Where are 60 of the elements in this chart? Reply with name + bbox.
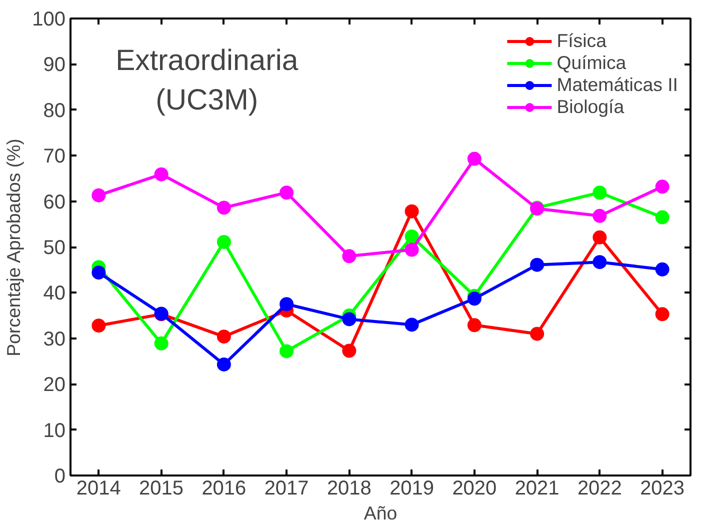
- point: [655, 180, 670, 194]
- point: [280, 297, 294, 312]
- point: [92, 188, 106, 202]
- y-tick-label: 40: [43, 282, 66, 305]
- point: [530, 326, 544, 341]
- point: [404, 318, 419, 332]
- legend-label: Química: [556, 52, 626, 74]
- point: [342, 344, 356, 358]
- point: [216, 234, 231, 249]
- point: [467, 152, 482, 166]
- point: [280, 186, 294, 200]
- point: [592, 230, 607, 244]
- point: [404, 242, 419, 257]
- point: [216, 330, 231, 344]
- point: [342, 312, 356, 326]
- y-tick-label: 80: [43, 100, 66, 122]
- point: [592, 186, 607, 200]
- x-tick-label: 2016: [202, 478, 246, 500]
- point: [592, 255, 607, 270]
- point: [154, 336, 168, 350]
- point: [92, 318, 106, 333]
- x-tick-label: 2020: [452, 478, 497, 500]
- y-tick-label: 90: [43, 54, 66, 76]
- x-tick-label: 2021: [514, 478, 560, 500]
- y-tick-label: 10: [43, 420, 66, 442]
- legend-label: Física: [556, 30, 606, 52]
- point: [592, 208, 607, 223]
- point: [655, 210, 670, 224]
- point: [404, 230, 419, 244]
- x-axis-title: Año: [364, 502, 398, 524]
- x-tick-label: 2022: [577, 478, 622, 500]
- point: [154, 167, 168, 182]
- point: [530, 258, 544, 272]
- point: [655, 262, 670, 276]
- point: [655, 307, 670, 322]
- x-tick-label: 2017: [264, 478, 309, 500]
- y-tick-label: 100: [32, 8, 66, 30]
- x-tick-label: 2019: [390, 478, 434, 500]
- point: [467, 318, 482, 332]
- y-axis-title: Porcentaje Aprobados (%): [3, 138, 24, 356]
- x-tick-label: 2015: [139, 478, 184, 500]
- y-tick-label: 30: [43, 328, 66, 350]
- point: [342, 249, 356, 264]
- x-tick-label: 2014: [76, 478, 121, 500]
- point: [404, 204, 419, 218]
- y-tick-label: 60: [43, 191, 66, 214]
- y-tick-label: 20: [43, 374, 66, 396]
- text: Extraordinaria (UC3M): [116, 44, 299, 116]
- legend-label: Matemáticas II: [556, 74, 678, 96]
- x-tick-label: 2023: [640, 478, 685, 500]
- point: [467, 292, 482, 306]
- point: [92, 266, 106, 280]
- legend-label: Biología: [556, 96, 624, 118]
- y-tick-label: 70: [43, 146, 66, 168]
- x-tick-label: 2018: [326, 478, 372, 500]
- y-tick-label: 0: [54, 466, 66, 488]
- point: [280, 344, 294, 358]
- point: [216, 357, 231, 372]
- point: [216, 200, 231, 215]
- y-tick-label: 50: [43, 237, 66, 259]
